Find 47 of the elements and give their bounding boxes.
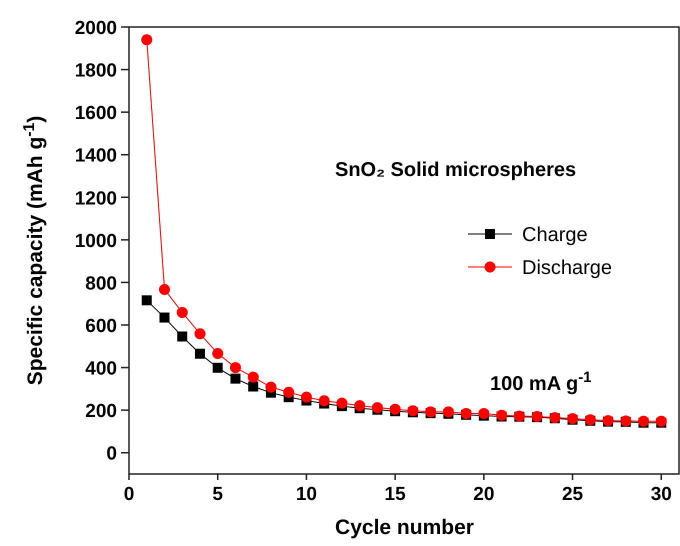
annotation: SnO₂ Solid microspheres (335, 159, 576, 181)
y-tick-label: 800 (85, 273, 117, 294)
point (478, 408, 490, 420)
point (159, 312, 170, 323)
legend-label: Charge (522, 224, 588, 246)
point (141, 34, 152, 46)
y-tick-label: 1000 (74, 230, 117, 252)
y-tick-label: 600 (85, 316, 117, 337)
point (265, 382, 276, 393)
x-tick-label: 30 (650, 484, 672, 505)
point (248, 372, 259, 383)
x-tick-label: 5 (212, 484, 224, 505)
point (158, 284, 170, 295)
point (283, 386, 294, 398)
point (442, 406, 454, 418)
point (230, 374, 240, 384)
annotation: 100 mA g$^{-1}$ (490, 368, 592, 395)
point (354, 400, 366, 412)
y-tick-label: 400 (85, 358, 117, 380)
x-axis-title: Cycle number (335, 516, 474, 539)
y-tick-label: 1400 (74, 146, 117, 167)
point (212, 348, 224, 360)
y-tick-label: 1800 (74, 60, 117, 82)
point (390, 404, 401, 415)
point (318, 395, 330, 406)
point (336, 398, 348, 409)
x-tick-label: 0 (124, 484, 134, 505)
x-tick-label: 20 (473, 484, 494, 505)
legend-label: Discharge (522, 257, 612, 279)
point (300, 392, 312, 403)
point (194, 348, 205, 359)
x-tick-label: 15 (384, 484, 406, 505)
y-tick-label: 200 (85, 401, 117, 422)
y-tick-label: 2000 (74, 18, 117, 39)
y-tick-label: 1200 (74, 188, 117, 210)
point (176, 306, 188, 318)
point (142, 295, 152, 306)
point (212, 362, 223, 373)
x-tick-label: 25 (562, 484, 584, 505)
x-tick-label: 10 (296, 484, 317, 505)
y-tick-label: 1600 (74, 103, 117, 124)
y-tick-label: 0 (106, 444, 117, 465)
point (194, 328, 206, 340)
point (177, 331, 188, 342)
point (230, 362, 241, 374)
point (372, 402, 383, 414)
point (248, 382, 258, 392)
